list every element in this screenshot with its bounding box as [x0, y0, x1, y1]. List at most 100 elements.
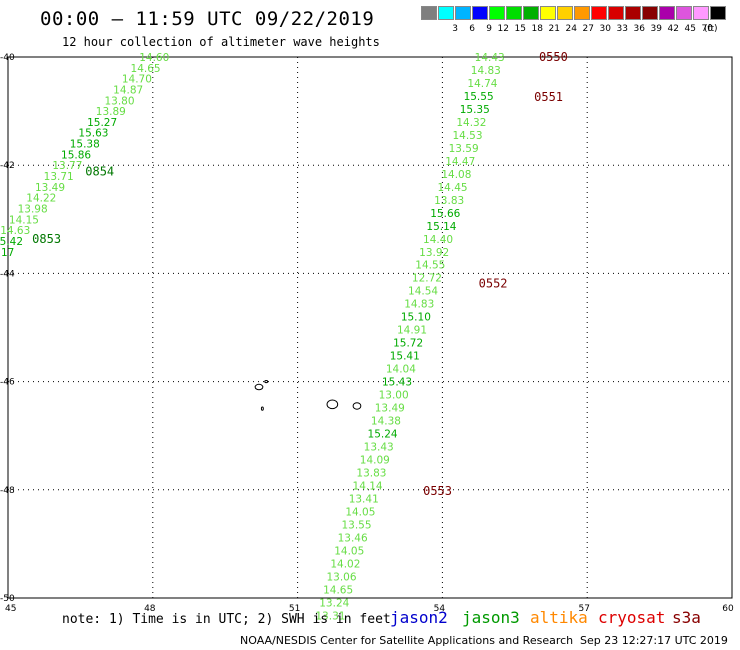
color-swatch — [608, 6, 624, 20]
wave-height-reading: 15.42 — [0, 236, 23, 248]
wave-height-reading: 13.83 — [434, 195, 464, 207]
color-swatch — [710, 6, 726, 20]
wave-height-reading: 13.00 — [379, 390, 409, 402]
wave-height-reading: 13.55 — [341, 519, 371, 531]
wave-height-reading: 13.24 — [319, 597, 349, 609]
wave-height-reading: 15.35 — [460, 104, 490, 116]
wave-height-reading: 14.15 — [9, 214, 39, 226]
color-scale-label: 33 — [616, 24, 628, 34]
island-outline — [260, 406, 264, 411]
lon-tick-label: 45 — [5, 604, 16, 614]
wave-height-reading: 15.63 — [78, 128, 108, 140]
color-scale-label: 12 — [497, 24, 509, 34]
wave-height-reading: 14.70 — [122, 74, 152, 86]
satellite-legend-cryosat: cryosat — [598, 608, 666, 627]
island-outline — [254, 383, 264, 391]
wave-height-reading: 13.71 — [44, 171, 74, 183]
color-swatch — [472, 6, 488, 20]
color-swatch — [506, 6, 522, 20]
wave-height-reading: 14.83 — [404, 299, 434, 311]
wave-height-reading: 14.05 — [345, 506, 375, 518]
wave-height-reading: 14.38 — [371, 416, 401, 428]
lat-tick-label: -48 — [0, 486, 15, 496]
wave-height-reading: 14.47 — [445, 156, 475, 168]
wave-height-reading: 14.45 — [438, 182, 468, 194]
pass-time-label: 0552 — [479, 277, 508, 291]
pass-time-label: 0853 — [32, 232, 61, 246]
wave-height-reading: 15.24 — [368, 429, 398, 441]
wave-height-reading: 14.22 — [26, 193, 56, 205]
lon-tick-label: 54 — [434, 604, 446, 614]
color-swatch — [557, 6, 573, 20]
wave-height-reading: 15.27 — [87, 117, 117, 129]
color-scale-label: 9 — [486, 24, 492, 34]
wave-height-reading: 13.77 — [52, 160, 82, 172]
wave-height-reading: 14.53 — [452, 130, 482, 142]
color-scale-label: 15 — [514, 24, 526, 34]
wave-height-reading: 15.86 — [61, 149, 91, 161]
color-scale-label: 42 — [667, 24, 679, 34]
lat-tick-label: -44 — [0, 269, 15, 279]
color-scale-label: 36 — [633, 24, 645, 34]
wave-height-reading: 13.49 — [375, 403, 405, 415]
lon-tick-label: 51 — [289, 604, 300, 614]
satellite-legend-s3a: s3a — [672, 608, 701, 627]
wave-height-reading: 15.10 — [401, 312, 431, 324]
wave-height-reading: 14.63 — [0, 225, 30, 237]
color-swatch — [591, 6, 607, 20]
wave-height-reading: 14.74 — [467, 78, 497, 90]
wave-height-reading: 14.05 — [334, 545, 364, 557]
color-scale-label: 70 — [701, 24, 713, 34]
wave-height-reading: 15.66 — [430, 208, 460, 220]
wave-height-reading: 14.32 — [456, 117, 486, 129]
color-scale-unit: (ft) — [704, 24, 718, 34]
color-scale-label: 39 — [650, 24, 662, 34]
satellite-legend-jason2: jason2 — [390, 608, 448, 627]
wave-height-reading: 13.49 — [35, 182, 65, 194]
wave-height-reading: 15.38 — [70, 139, 100, 151]
map-title: 00:00 – 11:59 UTC 09/22/2019 — [40, 8, 375, 30]
pass-time-label: 0553 — [423, 484, 452, 498]
color-scale-label: 3 — [452, 24, 458, 34]
wave-height-reading: 14.02 — [330, 558, 360, 570]
lon-tick-label: 48 — [144, 604, 156, 614]
wave-height-reading: 13.80 — [104, 95, 134, 107]
color-scale-label: 24 — [565, 24, 577, 34]
wave-height-reading: 15.14 — [426, 221, 456, 233]
color-swatch — [642, 6, 658, 20]
island-outline — [352, 402, 362, 410]
wave-height-reading: 13.59 — [449, 143, 479, 155]
wave-height-reading: 14.09 — [360, 455, 390, 467]
wave-height-reading: 15.43 — [382, 377, 412, 389]
wave-height-reading: 13.89 — [96, 106, 126, 118]
wave-height-reading: 15.41 — [390, 351, 420, 363]
wave-height-reading: 13.46 — [338, 532, 368, 544]
wave-height-reading: 14.65 — [323, 584, 353, 596]
wave-height-reading: 14.55 — [415, 260, 445, 272]
wave-height-reading: 13.43 — [364, 442, 394, 454]
wave-height-reading: 14.54 — [408, 286, 438, 298]
island-outline — [264, 380, 269, 384]
satellite-legend-jason3: jason3 — [462, 608, 520, 627]
wave-height-reading: 13.31 — [315, 610, 345, 622]
wave-height-reading: 14.65 — [131, 63, 161, 75]
wave-height-reading: 13.41 — [349, 493, 379, 505]
pass-time-label: 0854 — [85, 165, 114, 179]
wave-height-reading: 14.87 — [113, 84, 143, 96]
color-swatch — [540, 6, 556, 20]
lat-tick-label: -46 — [0, 378, 15, 388]
footer-timestamp: Sep 23 12:27:17 UTC 2019 — [580, 634, 728, 647]
pass-time-label: 0551 — [534, 90, 563, 104]
wave-height-reading: 14.08 — [441, 169, 471, 181]
wave-height-reading: 13.06 — [326, 571, 356, 583]
lat-tick-label: -40 — [0, 53, 15, 63]
map-subtitle: 12 hour collection of altimeter wave hei… — [62, 35, 380, 49]
wave-height-reading: 13.92 — [419, 247, 449, 259]
satellite-legend-altika: altika — [530, 608, 588, 627]
color-scale-label: 45 — [684, 24, 696, 34]
units-note: note: 1) Time is in UTC; 2) SWH is in fe… — [62, 612, 391, 627]
wave-height-reading: 15.72 — [393, 338, 423, 350]
wave-height-reading: 14.14 — [353, 480, 383, 492]
wave-height-reading: 15.55 — [464, 91, 494, 103]
